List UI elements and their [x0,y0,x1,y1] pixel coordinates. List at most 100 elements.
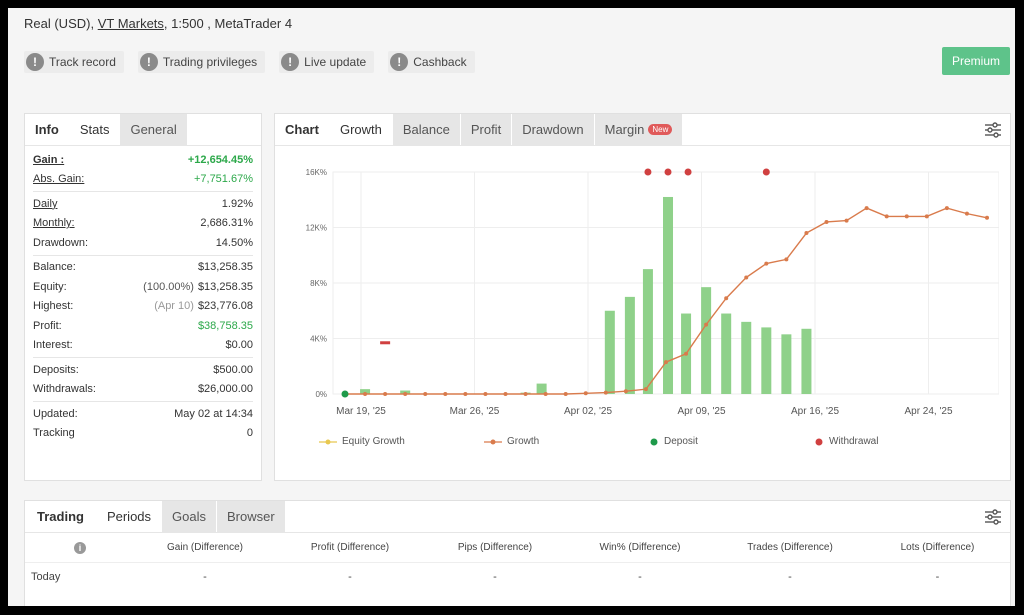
info-row-equity: Equity: (100.00%) $13,258.35 [33,277,253,297]
account-summary: Real (USD), VT Markets, 1:500 , MetaTrad… [24,16,292,31]
col-win[interactable]: Win% (Difference) [599,542,681,553]
col-trades[interactable]: Trades (Difference) [747,542,833,553]
legend-growth[interactable]: Growth [484,436,649,447]
highest-label: Highest: [33,300,74,313]
tab-profit[interactable]: Profit [460,114,513,145]
filter-settings-icon[interactable] [984,509,1002,525]
col-lots[interactable]: Lots (Difference) [900,542,975,553]
growth-point [985,215,989,220]
tab-general[interactable]: General [120,114,188,145]
bar-positive [604,310,615,394]
cell-gain: - [203,571,207,583]
monthly-value: 2,686.31% [200,217,253,230]
tracking-label: Tracking [33,427,75,440]
y-tick-label: 4K% [310,335,327,344]
tab-info[interactable]: Info [25,114,70,145]
col-profit[interactable]: Profit (Difference) [310,542,390,553]
account-details: , 1:500 , MetaTrader 4 [163,16,293,31]
equity-note: (100.00%) [143,280,194,293]
growth-point [523,392,528,396]
abs-gain-label[interactable]: Abs. Gain: [33,173,85,186]
tab-periods[interactable]: Periods [96,501,163,532]
bar-positive [721,313,732,394]
divider [33,254,253,256]
cell-pips: - [493,571,497,583]
growth-point [463,392,468,396]
broker-link[interactable]: VT Markets [97,16,164,31]
highest-value-wrap: (Apr 10) $23,776.08 [154,300,253,312]
exclamation-icon: ! [26,53,44,71]
info-row-deposits: Deposits: $500.00 [33,360,253,380]
growth-point [824,219,829,224]
updated-label: Updated: [33,407,78,420]
bar-positive [741,321,752,394]
account-type: Real (USD), [24,16,95,31]
x-tick-label: Mar 26, '25 [450,406,500,417]
growth-point [664,360,668,365]
tab-balance[interactable]: Balance [392,114,461,145]
tab-browser[interactable]: Browser [217,501,286,532]
withdrawal-point [684,168,692,176]
info-row-profit: Profit: $38,758.35 [33,316,253,336]
legend-withdrawal[interactable]: Withdrawal [814,436,979,447]
legend-deposit[interactable]: Deposit [649,436,814,447]
exclamation-icon: ! [281,53,300,71]
premium-button[interactable]: Premium [942,47,1010,75]
growth-point [603,390,608,395]
growth-point [804,231,809,236]
daily-label[interactable]: Daily [33,197,58,210]
growth-point [623,389,628,394]
exclamation-icon: ! [139,53,158,71]
growth-point [704,322,709,327]
y-tick-label: 16K% [306,168,327,177]
tab-goals[interactable]: Goals [162,501,217,532]
badge-trading-privileges[interactable]: ! Trading privileges [137,51,266,73]
growth-point [363,392,368,396]
col-pips[interactable]: Pips (Difference) [457,542,533,553]
growth-point [744,275,749,280]
badge-bar: ! Track record ! Trading privileges ! Live … [24,51,475,73]
bar-positive [624,296,635,394]
growth-point [884,214,889,219]
legend-dot-icon [815,438,823,445]
legend-label: Withdrawal [829,436,879,447]
growth-point [764,261,769,266]
badge-track-record[interactable]: ! Track record [24,51,124,73]
info-tabs: Info Stats General [25,114,261,146]
badge-cashback[interactable]: ! Cashback [388,51,475,73]
gain-label[interactable]: Gain : [33,153,65,166]
withdrawal-point [762,168,770,176]
legend-dot-icon [650,438,658,445]
growth-point [403,392,408,396]
gain-value: +12,654.45% [187,153,253,166]
info-icon[interactable]: i [74,541,86,554]
tab-margin[interactable]: Margin New [594,114,684,145]
y-tick-label: 8K% [310,279,327,288]
tab-stats[interactable]: Stats [69,114,121,145]
periods-header: i Gain (Difference) Profit (Difference) … [25,533,1010,563]
tab-trading[interactable]: Trading [25,501,97,532]
monthly-label[interactable]: Monthly: [33,217,75,230]
info-row-interest: Interest: $0.00 [33,336,253,356]
growth-point [383,392,388,396]
tab-chart: Chart [275,114,330,145]
growth-point [964,211,969,216]
bar-positive [701,287,712,394]
filter-settings-icon[interactable] [984,122,1002,138]
tab-drawdown[interactable]: Drawdown [512,114,595,145]
legend-equity-growth[interactable]: Equity Growth [319,436,484,447]
updated-value: May 02 at 14:34 [174,407,253,420]
profit-value: $38,758.35 [197,319,253,332]
growth-point [423,392,428,396]
info-row-daily: Daily 1.92% [33,194,253,214]
withdrawal-point [664,168,672,176]
growth-point [784,257,789,262]
profit-label: Profit: [33,319,62,332]
col-gain[interactable]: Gain (Difference) [167,542,243,553]
badge-live-update[interactable]: ! Live update [279,51,375,73]
info-row-balance: Balance: $13,258.35 [33,258,253,278]
exclamation-icon: ! [390,53,409,71]
tab-growth[interactable]: Growth [329,114,393,145]
tab-margin-label: Margin [604,122,645,137]
equity-value: $13,258.35 [197,280,253,293]
